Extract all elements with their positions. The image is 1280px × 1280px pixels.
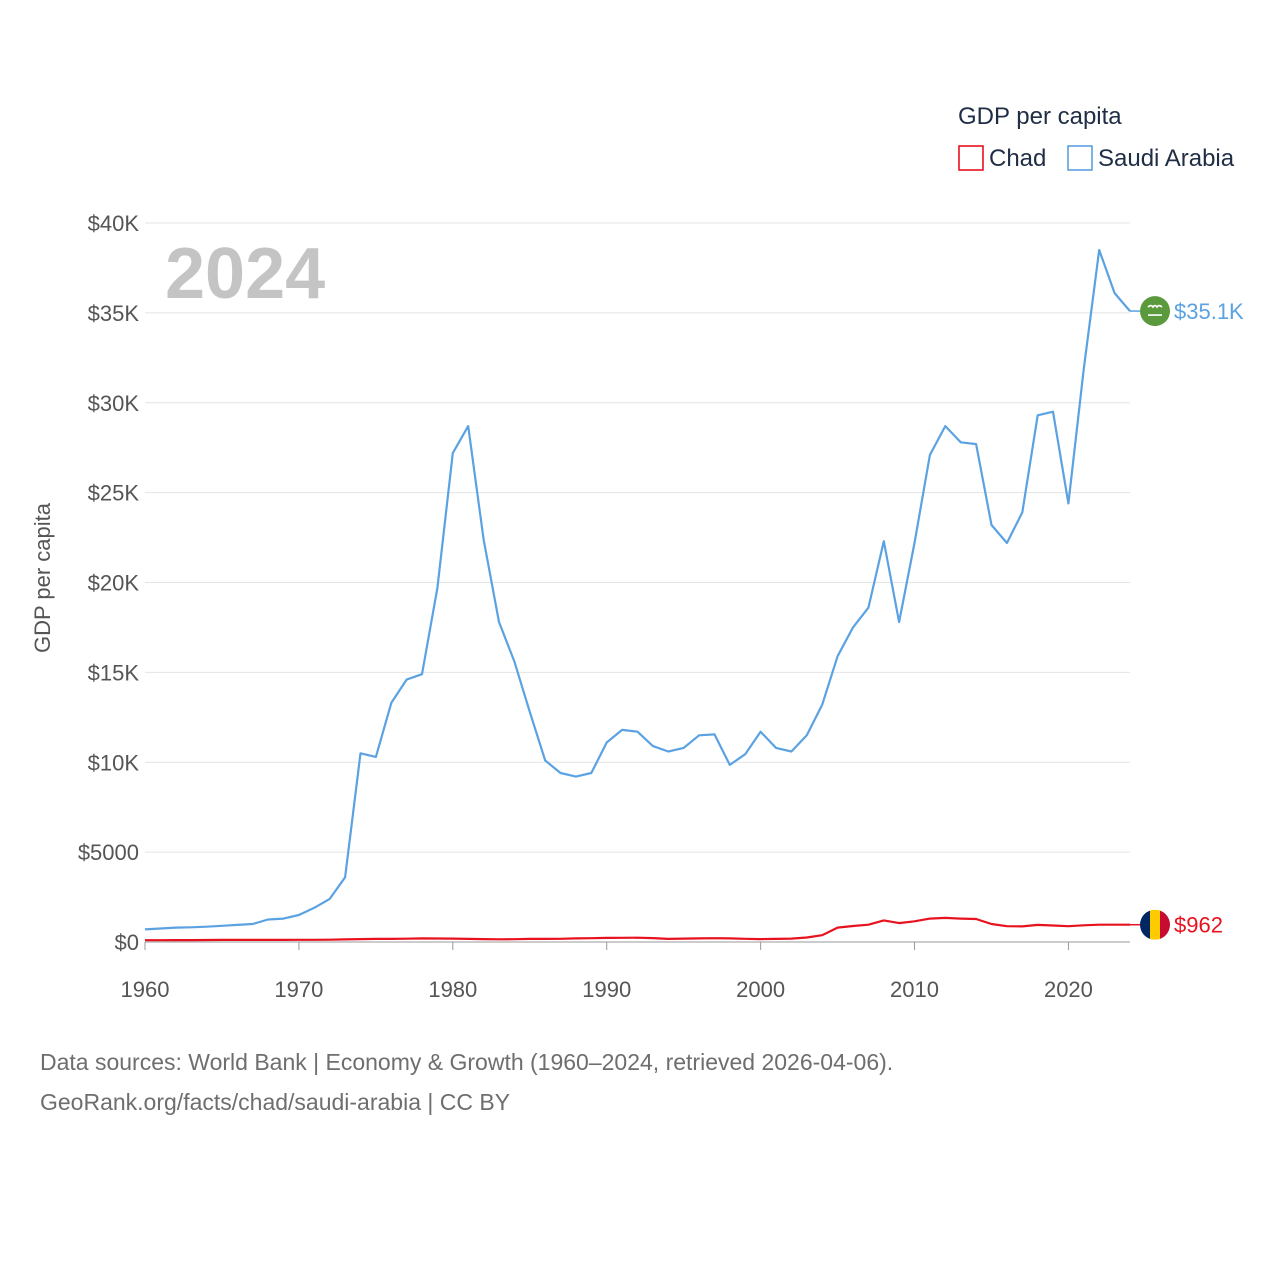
y-tick-label: $40K bbox=[88, 211, 140, 236]
chad-flag-icon bbox=[1140, 909, 1170, 940]
x-tick-label: 2020 bbox=[1044, 977, 1093, 1002]
y-tick-label: $10K bbox=[88, 750, 140, 775]
series-line-saudi-arabia bbox=[144, 248, 1131, 931]
y-tick-label: $30K bbox=[88, 391, 140, 416]
y-tick-label: $15K bbox=[88, 660, 140, 685]
legend-title: GDP per capita bbox=[958, 103, 1122, 130]
x-tick-label: 1970 bbox=[274, 977, 323, 1002]
x-axis-ticks: 1960 1970 1980 1990 2000 2010 2020 bbox=[121, 942, 1093, 1002]
legend-item-saudi-arabia[interactable]: Saudi Arabia bbox=[1067, 145, 1235, 172]
end-markers: $962 $35.1K bbox=[1130, 296, 1244, 940]
end-label-saudi-arabia: $35.1K bbox=[1174, 299, 1244, 324]
year-label: 2024 bbox=[165, 234, 325, 314]
end-label-chad: $962 bbox=[1174, 913, 1223, 938]
x-tick-label: 2010 bbox=[890, 977, 939, 1002]
legend: GDP per capita Chad Saudi Arabia bbox=[958, 103, 1235, 172]
y-axis-ticks: $0 $5000 $10K $15K $20K $25K $30K $35K $40K bbox=[78, 211, 140, 955]
y-tick-label: $5000 bbox=[78, 840, 139, 865]
y-tick-label: $0 bbox=[115, 930, 139, 955]
legend-label-saudi-arabia: Saudi Arabia bbox=[1098, 145, 1235, 172]
footer-link[interactable]: GeoRank.org/facts/chad/saudi-arabia | CC… bbox=[40, 1089, 511, 1115]
x-tick-label: 2000 bbox=[736, 977, 785, 1002]
y-axis-title: GDP per capita bbox=[30, 502, 55, 653]
footer: Data sources: World Bank | Economy & Gro… bbox=[40, 1042, 1240, 1122]
series-line-chad bbox=[145, 916, 1130, 942]
legend-swatch-saudi-arabia bbox=[1067, 145, 1093, 171]
legend-swatch-chad bbox=[958, 145, 984, 171]
saudi-arabia-flag-icon bbox=[1140, 296, 1170, 327]
gdp-line-chart: $0 $5000 $10K $15K $20K $25K $30K $35K $40K 1960… bbox=[30, 103, 1244, 1002]
y-tick-label: $35K bbox=[88, 301, 140, 326]
grid-lines bbox=[145, 222, 1130, 853]
legend-item-chad[interactable]: Chad bbox=[958, 145, 1046, 172]
y-tick-label: $20K bbox=[88, 571, 140, 596]
footer-sources: Data sources: World Bank | Economy & Gro… bbox=[40, 1049, 894, 1075]
x-tick-label: 1990 bbox=[582, 977, 631, 1002]
series-lines bbox=[144, 248, 1131, 942]
legend-label-chad: Chad bbox=[989, 145, 1046, 172]
x-tick-label: 1980 bbox=[428, 977, 477, 1002]
x-tick-label: 1960 bbox=[121, 977, 170, 1002]
y-tick-label: $25K bbox=[88, 481, 140, 506]
